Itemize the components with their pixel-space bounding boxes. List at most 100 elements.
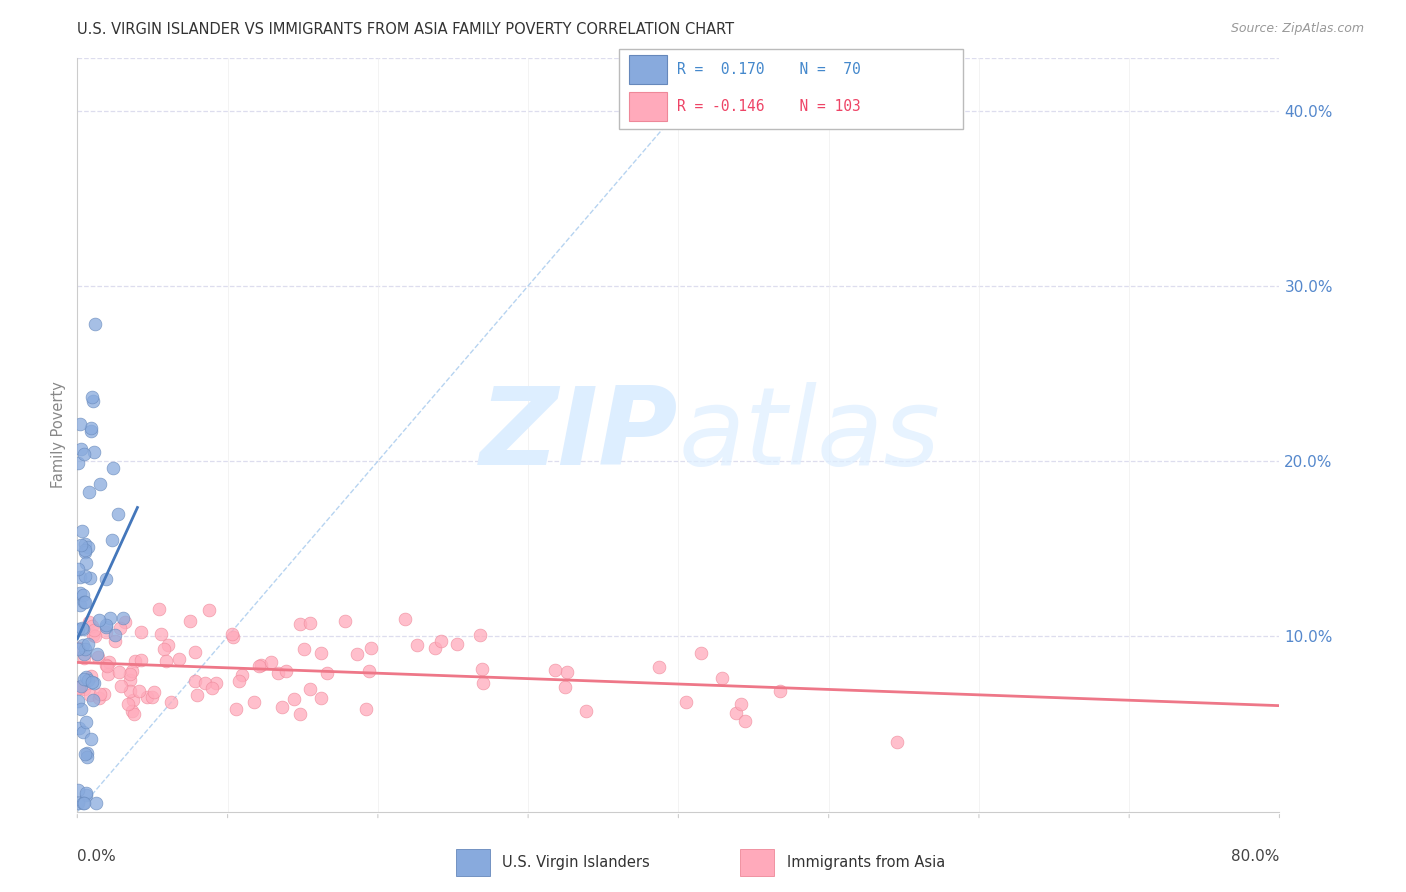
- Point: [468, 628, 491, 642]
- Point: [554, 680, 576, 694]
- Point: [423, 641, 446, 656]
- Point: [96, 618, 118, 632]
- Point: [129, 625, 152, 640]
- Point: [283, 692, 305, 706]
- Point: [67, 722, 90, 736]
- Point: [72, 638, 94, 652]
- Point: [73, 647, 96, 661]
- Point: [73, 447, 96, 461]
- Point: [201, 681, 224, 696]
- Bar: [740, 849, 775, 876]
- Point: [69, 569, 91, 583]
- Point: [80, 732, 103, 747]
- Point: [271, 699, 294, 714]
- Point: [157, 639, 180, 653]
- Point: [84, 796, 107, 810]
- Point: [179, 614, 201, 628]
- Point: [274, 664, 297, 678]
- Text: 0.0%: 0.0%: [77, 849, 117, 864]
- Point: [75, 788, 97, 802]
- Point: [82, 628, 104, 642]
- Point: [267, 666, 290, 681]
- Point: [114, 615, 136, 629]
- Point: [77, 636, 100, 650]
- Point: [80, 619, 103, 633]
- Point: [167, 652, 190, 666]
- Point: [288, 707, 311, 722]
- Text: R =  0.170    N =  70: R = 0.170 N = 70: [678, 62, 860, 77]
- Point: [75, 669, 97, 683]
- Y-axis label: Family Poverty: Family Poverty: [51, 382, 66, 488]
- Point: [67, 681, 90, 696]
- Point: [292, 641, 315, 656]
- Point: [725, 706, 748, 721]
- Point: [141, 690, 163, 705]
- Point: [79, 421, 101, 435]
- Point: [555, 665, 578, 680]
- Point: [309, 647, 332, 661]
- Point: [73, 651, 96, 665]
- Point: [446, 637, 468, 651]
- Point: [108, 621, 131, 635]
- Text: Immigrants from Asia: Immigrants from Asia: [786, 855, 945, 870]
- Point: [83, 676, 105, 690]
- Point: [67, 680, 90, 694]
- Point: [97, 666, 120, 681]
- Bar: [628, 54, 666, 85]
- Point: [75, 542, 97, 557]
- Point: [69, 598, 91, 612]
- Point: [288, 616, 311, 631]
- Point: [101, 533, 124, 548]
- Point: [155, 654, 177, 668]
- Point: [118, 684, 141, 698]
- Point: [80, 390, 103, 404]
- Point: [260, 655, 283, 669]
- Text: R = -0.146    N = 103: R = -0.146 N = 103: [678, 99, 860, 114]
- Point: [89, 691, 111, 706]
- Point: [309, 691, 332, 706]
- Point: [76, 673, 98, 687]
- Point: [82, 693, 104, 707]
- Point: [194, 676, 217, 690]
- Point: [76, 747, 98, 761]
- Point: [103, 461, 125, 475]
- Point: [84, 317, 107, 331]
- Point: [72, 588, 94, 602]
- Point: [430, 633, 453, 648]
- Point: [769, 684, 792, 698]
- Point: [77, 615, 100, 630]
- Point: [70, 524, 93, 538]
- Point: [79, 571, 101, 585]
- Point: [120, 673, 142, 687]
- Point: [544, 663, 567, 677]
- Point: [70, 621, 93, 635]
- Point: [79, 485, 101, 500]
- Bar: [456, 849, 489, 876]
- Text: Source: ZipAtlas.com: Source: ZipAtlas.com: [1230, 22, 1364, 36]
- Point: [128, 684, 150, 698]
- Point: [73, 536, 96, 550]
- Point: [73, 569, 96, 583]
- Point: [107, 665, 129, 679]
- Point: [356, 702, 378, 716]
- Point: [247, 659, 270, 673]
- Point: [73, 681, 96, 696]
- Point: [96, 625, 118, 640]
- Text: atlas: atlas: [679, 383, 941, 487]
- Point: [72, 725, 94, 739]
- Point: [121, 704, 143, 718]
- Point: [346, 647, 368, 661]
- Point: [73, 796, 96, 810]
- Point: [149, 627, 172, 641]
- Point: [159, 695, 181, 709]
- Point: [710, 671, 733, 685]
- Point: [82, 675, 104, 690]
- Point: [67, 641, 90, 656]
- Point: [75, 715, 97, 730]
- Point: [298, 681, 321, 696]
- Point: [82, 394, 104, 409]
- Point: [730, 697, 752, 711]
- Point: [72, 622, 94, 636]
- Point: [70, 701, 93, 715]
- Point: [98, 611, 121, 625]
